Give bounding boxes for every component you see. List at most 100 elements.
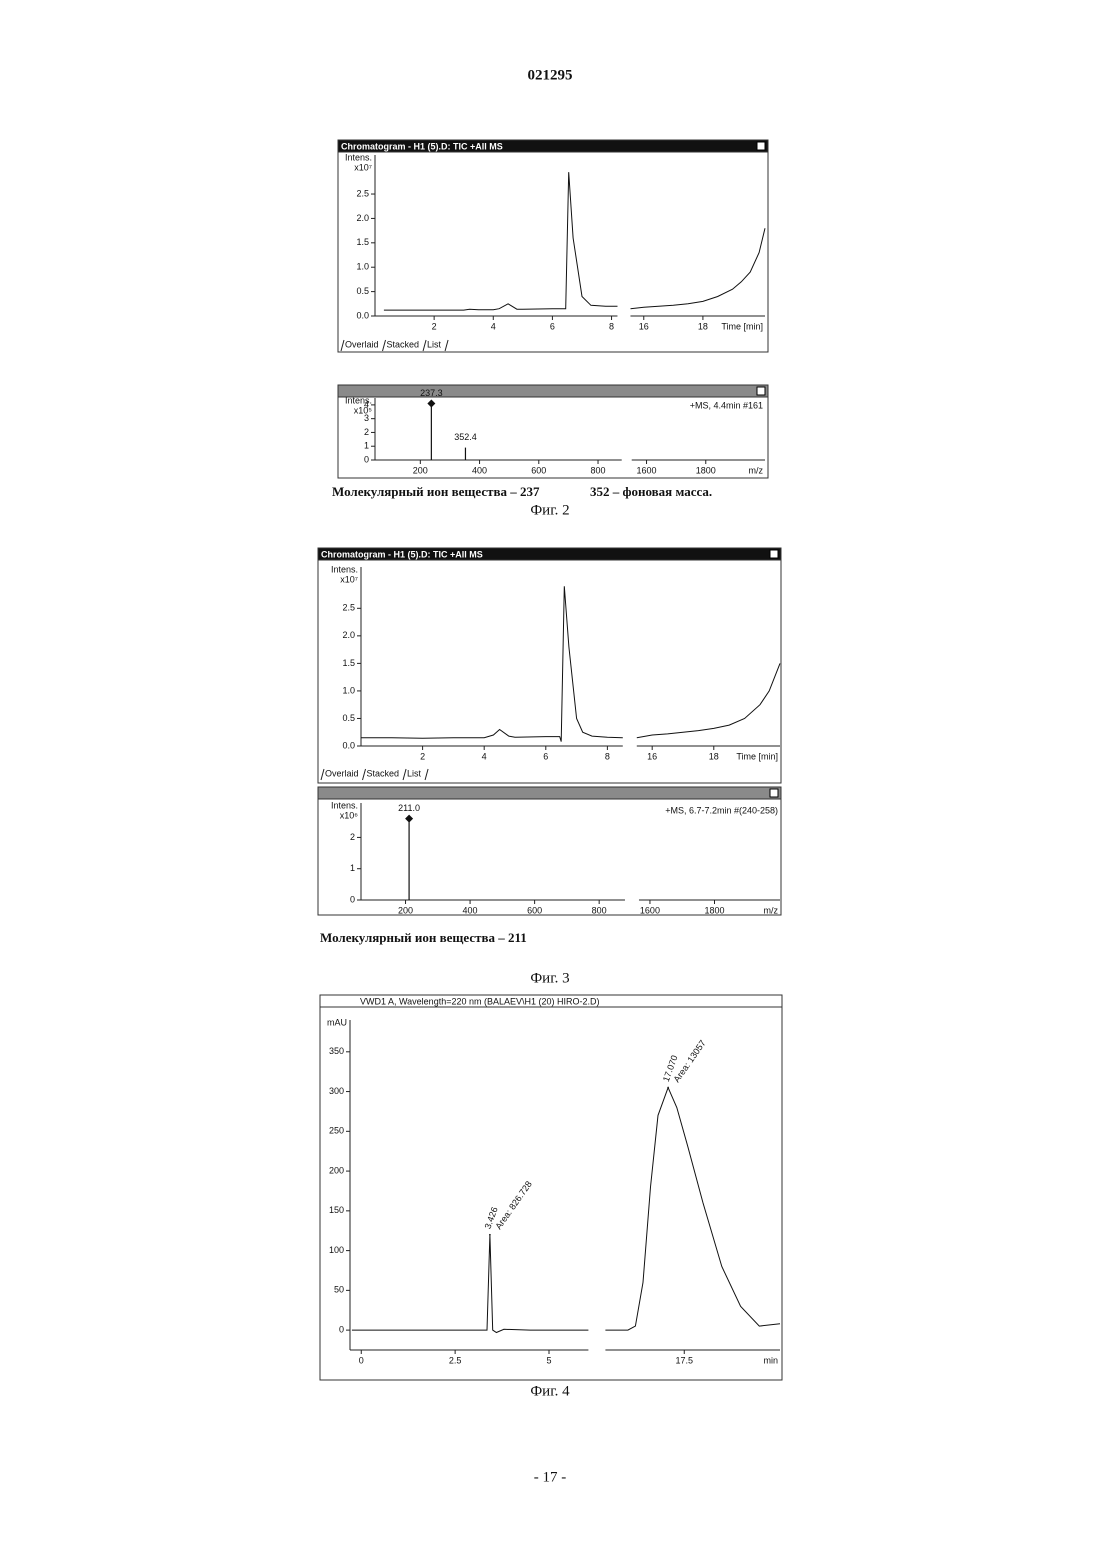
y-tick-label: 0 [350,894,355,904]
y-tick-label: 0 [339,1324,344,1334]
tab[interactable]: List [407,768,422,778]
peak-label: 237.3 [420,388,443,398]
x-tick-label: 1600 [637,465,657,475]
x-tick-label: 800 [592,905,607,915]
x-axis-label: Time [min] [736,751,778,761]
figure-label: Фиг. 4 [530,1383,570,1399]
window-title: Chromatogram - H1 (5).D: TIC +All MS [321,549,483,559]
x-tick-label: 16 [647,751,657,761]
x-tick-label: 400 [463,905,478,915]
peak-label: 352.4 [454,432,477,442]
window [320,995,782,1380]
window-title-bar [318,787,781,799]
tab[interactable]: Stacked [367,768,400,778]
x-tick-label: 17.5 [675,1355,693,1365]
x-tick-label: 2 [420,751,425,761]
figure-caption: Молекулярный ион вещества – 237 [332,484,540,499]
y-tick-label: 0.5 [342,713,355,723]
y-tick-label: 0.0 [356,310,369,320]
x-tick-label: 4 [491,321,496,331]
x-tick-label: 2 [432,321,437,331]
y-axis-label: Intens. [331,564,358,574]
close-button [770,789,778,797]
x-tick-label: 800 [591,465,606,475]
tab[interactable]: Overlaid [345,339,379,349]
peak-apex [667,1087,669,1089]
y-axis-exponent: x10⁶ [340,810,359,820]
y-tick-label: 1.5 [342,658,355,668]
figure-label: Фиг. 2 [530,502,569,518]
spectrum-annotation: +MS, 4.4min #161 [690,400,763,410]
tab[interactable]: Stacked [387,339,420,349]
patent-number: 021295 [528,67,573,83]
x-tick-label: 400 [472,465,487,475]
x-tick-label: 1600 [640,905,660,915]
peak-apex [489,1234,491,1236]
close-button [757,387,765,395]
y-tick-label: 0 [364,454,369,464]
y-tick-label: 2 [350,832,355,842]
y-axis-exponent: x10⁷ [340,574,358,584]
window [318,548,781,783]
x-axis-label: min [763,1355,778,1365]
y-axis-label: mAU [327,1017,347,1027]
y-tick-label: 250 [329,1126,344,1136]
y-tick-label: 0.0 [342,740,355,750]
page-number: - 17 - [534,1469,567,1485]
x-tick-label: 2.5 [449,1355,462,1365]
x-tick-label: 600 [531,465,546,475]
y-tick-label: 2.5 [342,603,355,613]
y-tick-label: 2.0 [342,630,355,640]
figure-caption: 352 – фоновая масса. [590,484,712,499]
x-tick-label: 6 [550,321,555,331]
y-axis-exponent: x10⁷ [354,162,372,172]
figure-caption: Молекулярный ион вещества – 211 [320,930,527,945]
x-tick-label: 0 [359,1355,364,1365]
page: {"header": "021295", "footer": "- 17 -",… [0,0,1100,1556]
x-tick-label: 1800 [704,905,724,915]
tab[interactable]: List [427,339,442,349]
x-tick-label: 600 [527,905,542,915]
figure-label: Фиг. 3 [530,970,569,986]
y-tick-label: 300 [329,1086,344,1096]
y-tick-label: 50 [334,1285,344,1295]
window-title: VWD1 A, Wavelength=220 nm (BALAEV\H1 (20… [360,996,600,1006]
peak-label: 211.0 [398,803,420,813]
x-tick-label: 200 [413,465,428,475]
y-tick-label: 350 [329,1046,344,1056]
close-button [770,550,778,558]
x-tick-label: 5 [546,1355,551,1365]
x-axis-label: Time [min] [721,321,763,331]
page-canvas: 021295 - 17 - Chromatogram - H1 (5).D: T… [0,0,1100,1556]
x-axis-label: m/z [764,905,779,915]
close-button [757,142,765,150]
x-tick-label: 6 [543,751,548,761]
x-tick-label: 16 [639,321,649,331]
x-tick-label: 8 [605,751,610,761]
y-tick-label: 2 [364,427,369,437]
x-tick-label: 200 [398,905,413,915]
y-tick-label: 1.0 [356,262,369,272]
window-title-bar [338,385,768,397]
y-tick-label: 1 [350,863,355,873]
tab[interactable]: Overlaid [325,768,359,778]
y-tick-label: 2.5 [356,188,369,198]
y-axis-label: Intens. [345,395,372,405]
x-tick-label: 8 [609,321,614,331]
x-tick-label: 18 [709,751,719,761]
window-title: Chromatogram - H1 (5).D: TIC +All MS [341,141,503,151]
spectrum-annotation: +MS, 6.7-7.2min #(240-258) [665,805,778,815]
y-tick-label: 2.0 [356,213,369,223]
y-axis-exponent: x10⁵ [354,405,373,415]
y-tick-label: 1.0 [342,685,355,695]
y-tick-label: 200 [329,1165,344,1175]
y-tick-label: 150 [329,1205,344,1215]
y-axis-label: Intens. [345,152,372,162]
y-tick-label: 1 [364,441,369,451]
window [338,385,768,478]
x-tick-label: 4 [482,751,487,761]
x-tick-label: 1800 [696,465,716,475]
y-tick-label: 0.5 [356,286,369,296]
window [338,140,768,352]
x-tick-label: 18 [698,321,708,331]
